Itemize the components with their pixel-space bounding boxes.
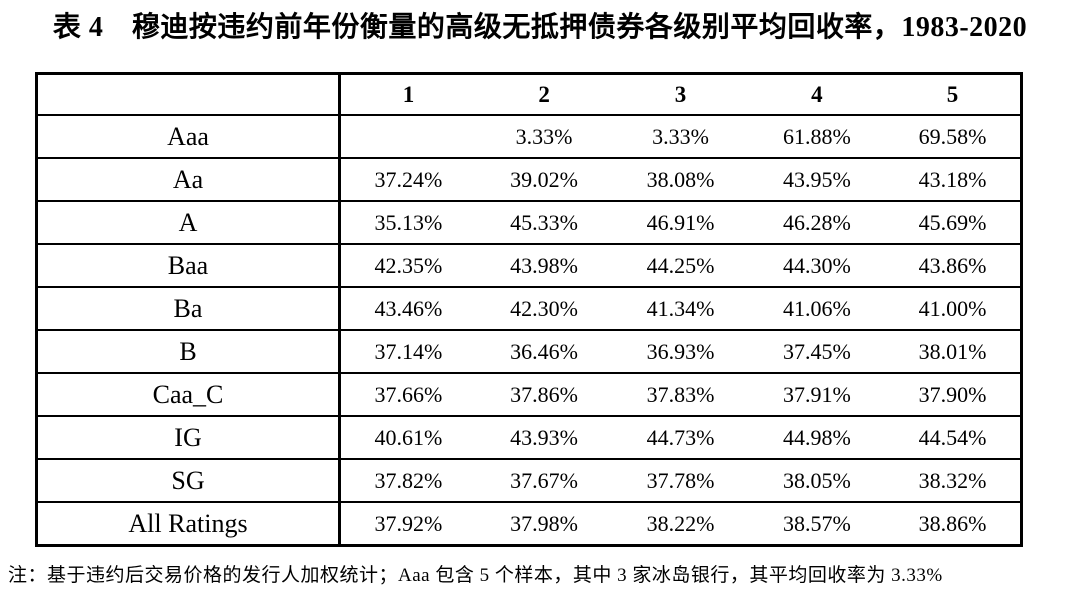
row-label: A <box>36 200 341 245</box>
row-label: Caa_C <box>36 372 341 417</box>
value-cell: 37.92% <box>339 501 476 547</box>
value-cell: 37.14% <box>339 329 476 374</box>
value-cell: 44.73% <box>612 415 749 460</box>
value-cell <box>339 114 476 159</box>
value-cell: 36.46% <box>475 329 613 374</box>
value-cell: 37.24% <box>339 157 476 202</box>
value-cell: 37.66% <box>339 372 476 417</box>
row-label: Ba <box>36 286 341 331</box>
value-cell: 40.61% <box>339 415 476 460</box>
table-row: A 35.13% 45.33% 46.91% 46.28% 45.69% <box>36 200 1022 245</box>
table-row: Baa 42.35% 43.98% 44.25% 44.30% 43.86% <box>36 243 1022 288</box>
value-cell: 37.82% <box>339 458 476 503</box>
row-label: Baa <box>36 243 341 288</box>
table-row: Aa 37.24% 39.02% 38.08% 43.95% 43.18% <box>36 157 1022 202</box>
value-cell: 45.33% <box>475 200 613 245</box>
column-header-year-4: 4 <box>748 72 886 116</box>
table-row: B 37.14% 36.46% 36.93% 37.45% 38.01% <box>36 329 1022 374</box>
value-cell: 42.30% <box>475 286 613 331</box>
value-cell: 43.95% <box>748 157 886 202</box>
table-caption: 表 4 穆迪按违约前年份衡量的高级无抵押债券各级别平均回收率，1983-2020 <box>52 12 1028 43</box>
value-cell: 43.18% <box>885 157 1022 202</box>
value-cell: 39.02% <box>475 157 613 202</box>
value-cell: 36.93% <box>612 329 749 374</box>
value-cell: 37.67% <box>475 458 613 503</box>
value-cell: 38.08% <box>612 157 749 202</box>
value-cell: 42.35% <box>339 243 476 288</box>
value-cell: 3.33% <box>612 114 749 159</box>
value-cell: 44.54% <box>885 415 1022 460</box>
value-cell: 37.83% <box>612 372 749 417</box>
footnote: 注：基于违约后交易价格的发行人加权统计；Aaa 包含 5 个样本，其中 3 家冰… <box>8 565 943 586</box>
table-row: All Ratings 37.92% 37.98% 38.22% 38.57% 38.86… <box>36 501 1022 547</box>
row-label: All Ratings <box>36 501 341 547</box>
row-label: Aaa <box>36 114 341 159</box>
value-cell: 45.69% <box>885 200 1022 245</box>
value-cell: 46.91% <box>612 200 749 245</box>
value-cell: 37.98% <box>475 501 613 547</box>
value-cell: 38.01% <box>885 329 1022 374</box>
value-cell: 43.93% <box>475 415 613 460</box>
row-label: IG <box>36 415 341 460</box>
value-cell: 46.28% <box>748 200 886 245</box>
value-cell: 44.30% <box>748 243 886 288</box>
value-cell: 43.86% <box>885 243 1022 288</box>
table-row: Ba 43.46% 42.30% 41.34% 41.06% 41.00% <box>36 286 1022 331</box>
value-cell: 43.98% <box>475 243 613 288</box>
value-cell: 3.33% <box>475 114 613 159</box>
value-cell: 41.00% <box>885 286 1022 331</box>
row-label: SG <box>36 458 341 503</box>
value-cell: 69.58% <box>885 114 1022 159</box>
row-label: B <box>36 329 341 374</box>
value-cell: 38.05% <box>748 458 886 503</box>
value-cell: 37.78% <box>612 458 749 503</box>
value-cell: 38.32% <box>885 458 1022 503</box>
value-cell: 41.06% <box>748 286 886 331</box>
value-cell: 44.98% <box>748 415 886 460</box>
column-header-year-3: 3 <box>612 72 749 116</box>
table-row: IG 40.61% 43.93% 44.73% 44.98% 44.54% <box>36 415 1022 460</box>
value-cell: 43.46% <box>339 286 476 331</box>
row-label: Aa <box>36 157 341 202</box>
value-cell: 38.86% <box>885 501 1022 547</box>
value-cell: 37.90% <box>885 372 1022 417</box>
value-cell: 41.34% <box>612 286 749 331</box>
table-row: Aaa 3.33% 3.33% 61.88% 69.58% <box>36 114 1022 159</box>
table-row: Caa_C 37.66% 37.86% 37.83% 37.91% 37.90% <box>36 372 1022 417</box>
value-cell: 37.86% <box>475 372 613 417</box>
column-header-year-1: 1 <box>339 72 476 116</box>
column-header-year-2: 2 <box>475 72 613 116</box>
value-cell: 38.22% <box>612 501 749 547</box>
value-cell: 38.57% <box>748 501 886 547</box>
corner-cell <box>36 72 341 116</box>
value-cell: 44.25% <box>612 243 749 288</box>
value-cell: 37.91% <box>748 372 886 417</box>
column-header-year-5: 5 <box>885 72 1022 116</box>
value-cell: 61.88% <box>748 114 886 159</box>
value-cell: 37.45% <box>748 329 886 374</box>
table-body: Aaa 3.33% 3.33% 61.88% 69.58% Aa 37.24% 39.02% 3… <box>36 114 1022 547</box>
table-row: SG 37.82% 37.67% 37.78% 38.05% 38.32% <box>36 458 1022 503</box>
value-cell: 35.13% <box>339 200 476 245</box>
